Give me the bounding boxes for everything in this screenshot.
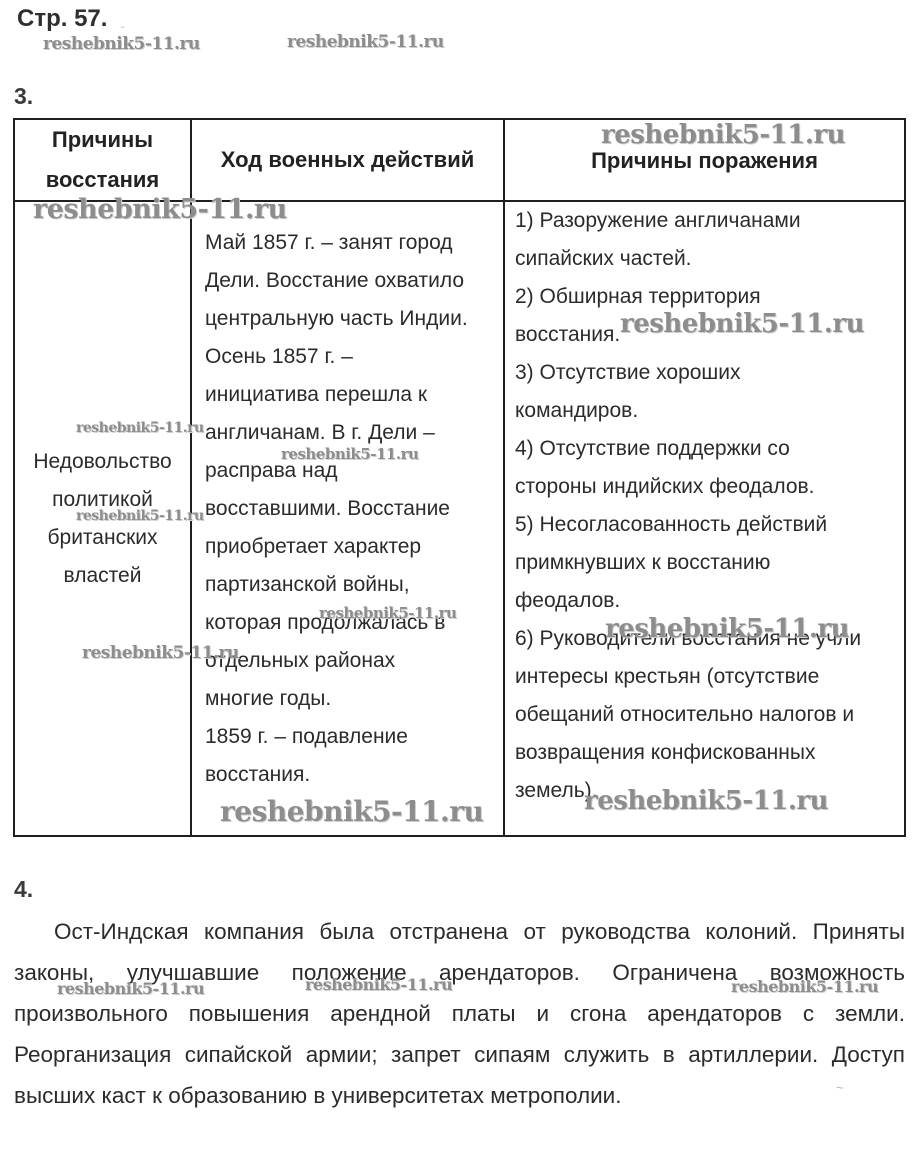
cell-defeat-reasons: 1) Разоружение англичанами сипайских час… xyxy=(515,209,862,802)
scan-smudge: ~ xyxy=(836,1080,844,1095)
page-title: Стр. 57. xyxy=(17,5,108,32)
scan-smudge: - xyxy=(118,17,126,35)
watermark: reshebnik5-11.ru xyxy=(287,32,444,52)
table-row: Недовольство политикой британских власте… xyxy=(15,202,904,835)
section-4-paragraph: Ост-Индская компания была отстранена от … xyxy=(14,919,905,1108)
watermark: reshebnik5-11.ru xyxy=(43,34,200,54)
table-header-row: Причины восстания Ход военных действий П… xyxy=(15,120,904,202)
section-4-label: 4. xyxy=(14,876,34,902)
section-3-label: 3. xyxy=(14,83,34,109)
header-course-of-military-actions: Ход военных действий xyxy=(192,120,505,200)
header-causes-of-rebellion: Причины восстания xyxy=(15,120,192,200)
cell-course: Май 1857 г. – занят город Дели. Восстани… xyxy=(192,202,505,835)
header-reasons-for-defeat: Причины поражения xyxy=(591,148,818,173)
cell-causes: Недовольство политикой британских власте… xyxy=(15,202,192,835)
rebellion-table: Причины восстания Ход военных действий П… xyxy=(13,118,906,837)
